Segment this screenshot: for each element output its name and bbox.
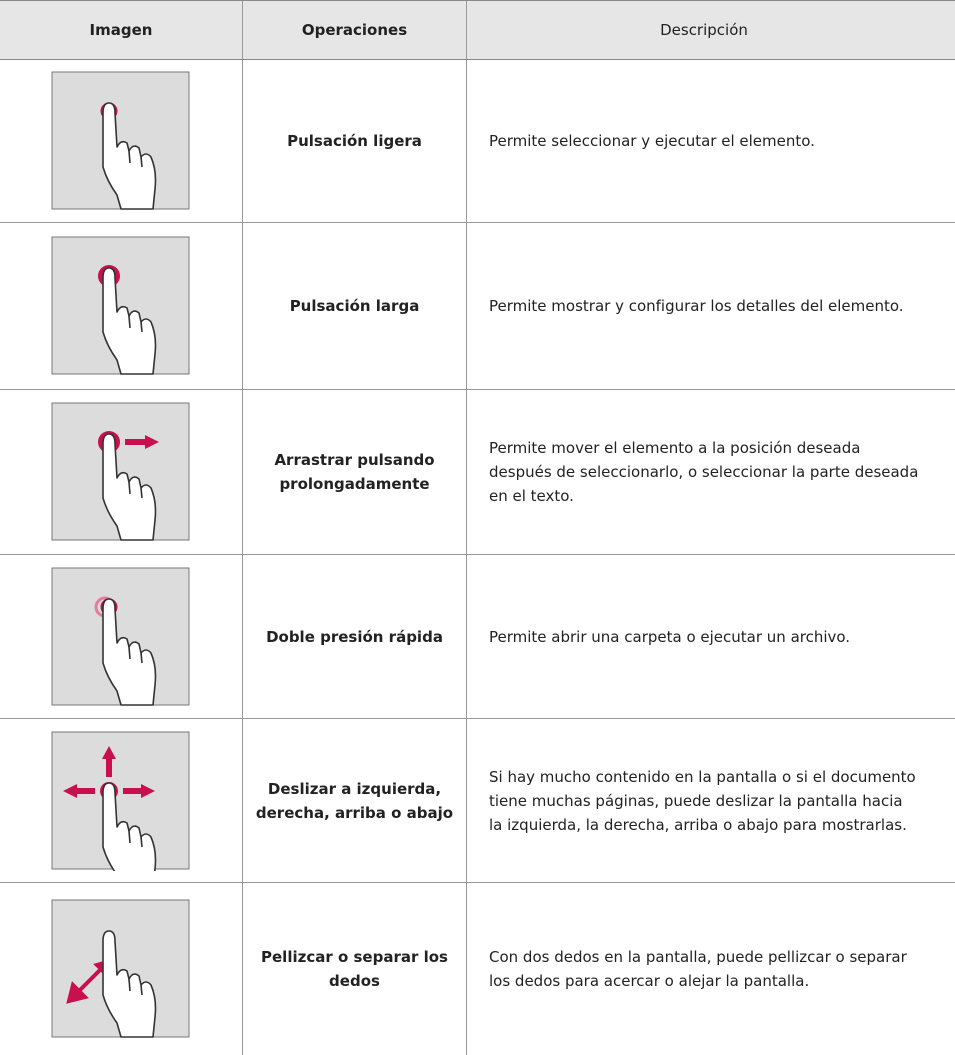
gesture-icon — [51, 899, 191, 1039]
operation: Pulsación ligera — [243, 60, 467, 223]
header-row: Imagen Operaciones Descripción — [0, 1, 955, 60]
header-cell: Descripción — [467, 1, 955, 60]
row: Doble presión rápida Permite abrir una c… — [0, 555, 955, 719]
description: Si hay mucho contenido en la pantalla o … — [467, 719, 955, 883]
operation: Pellizcar o separar los dedos — [243, 883, 467, 1055]
gesture-icon — [51, 71, 191, 211]
gesture-icon — [51, 567, 191, 707]
gesture-icon — [51, 402, 191, 542]
gesture-icon — [51, 236, 191, 376]
gesture-icon — [51, 731, 191, 871]
row: Arrastrar pulsando prolongadamente Permi… — [0, 390, 955, 555]
row: Pellizcar o separar los dedos Con dos de… — [0, 883, 955, 1055]
header-cell: Operaciones — [243, 1, 467, 60]
operation: Pulsación larga — [243, 223, 467, 390]
description: Permite mostrar y configurar los detalle… — [467, 223, 955, 390]
description: Con dos dedos en la pantalla, puede pell… — [467, 883, 955, 1055]
operation: Doble presión rápida — [243, 555, 467, 719]
row: Pulsación larga Permite mostrar y config… — [0, 223, 955, 390]
operation: Deslizar a izquierda, derecha, arriba o … — [243, 719, 467, 883]
description: Permite seleccionar y ejecutar el elemen… — [467, 60, 955, 223]
description: Permite abrir una carpeta o ejecutar un … — [467, 555, 955, 719]
operation: Arrastrar pulsando prolongadamente — [243, 390, 467, 555]
row: Pulsación ligera Permite seleccionar y e… — [0, 60, 955, 223]
description: Permite mover el elemento a la posición … — [467, 390, 955, 555]
header-cell: Imagen — [0, 1, 243, 60]
row: Deslizar a izquierda, derecha, arriba o … — [0, 719, 955, 883]
